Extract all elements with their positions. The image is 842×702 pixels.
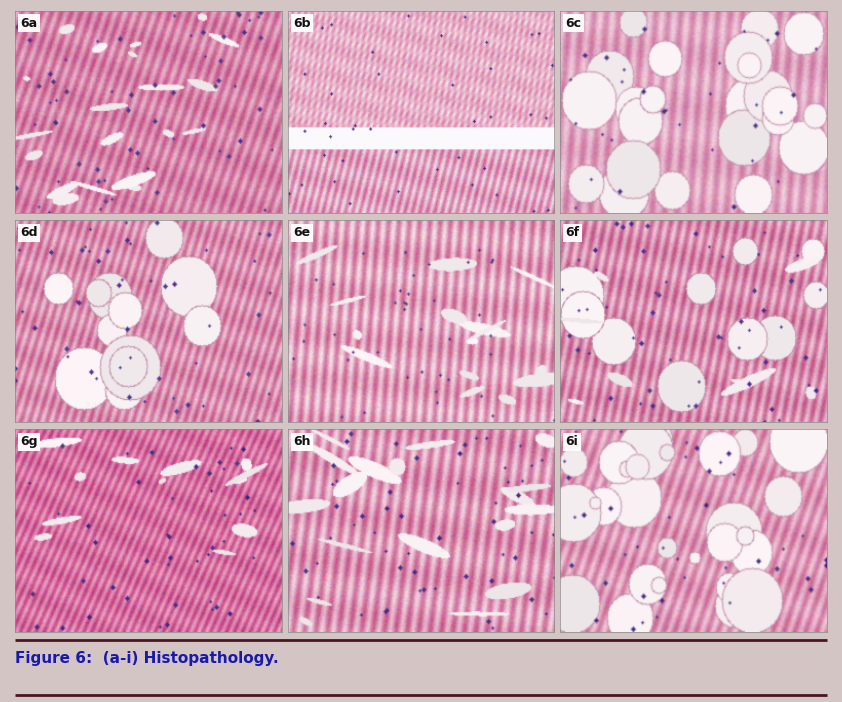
Text: 6a: 6a [20, 17, 38, 29]
Text: 6f: 6f [566, 226, 579, 239]
Text: 6h: 6h [293, 435, 311, 449]
Text: 6g: 6g [20, 435, 38, 449]
Text: 6c: 6c [566, 17, 582, 29]
Text: Figure 6:  (a-i) Histopathology.: Figure 6: (a-i) Histopathology. [15, 651, 279, 665]
Text: 6e: 6e [293, 226, 310, 239]
Text: 6b: 6b [293, 17, 311, 29]
Text: 6i: 6i [566, 435, 578, 449]
Text: 6d: 6d [20, 226, 38, 239]
